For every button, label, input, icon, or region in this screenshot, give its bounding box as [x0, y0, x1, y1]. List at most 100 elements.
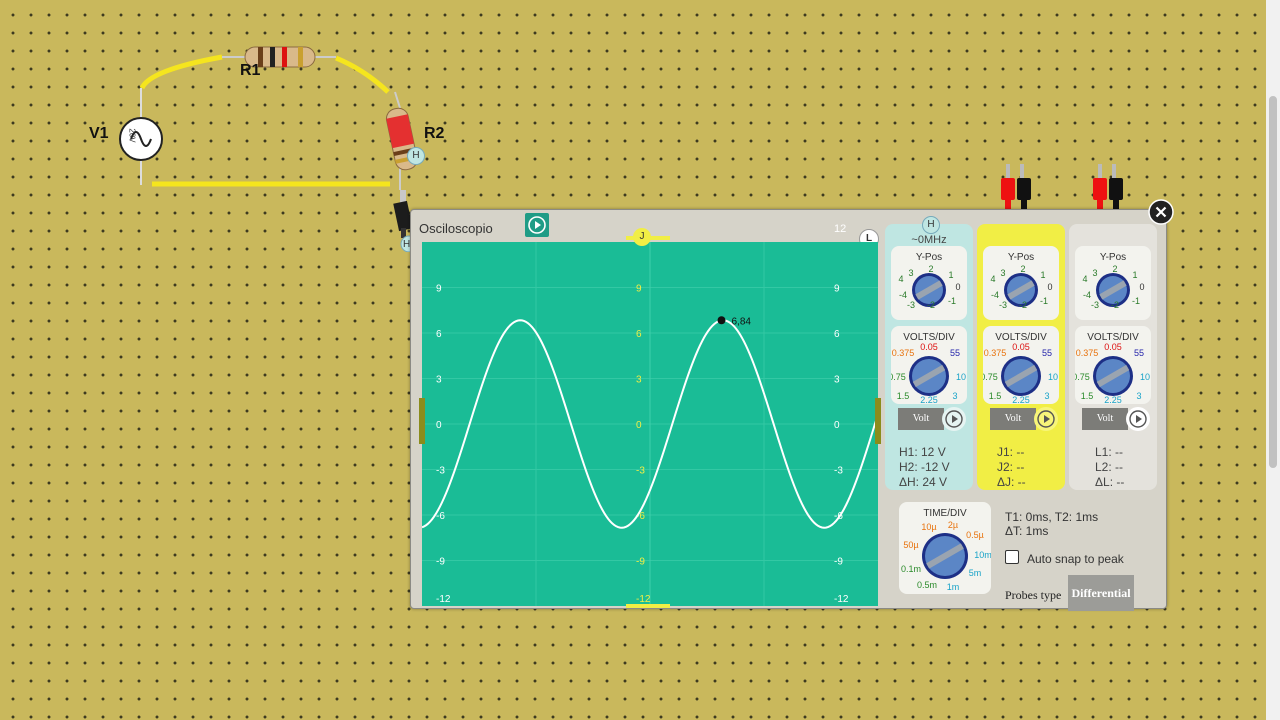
y-tick-label: -12 [636, 594, 651, 605]
knob-scale-label: -2 [927, 300, 935, 310]
knob-scale-label: 2 [928, 264, 933, 274]
ac-source-v1[interactable] [119, 117, 163, 161]
volts-card-l: VOLTS/DIV 0.375 0.05 55 0.75 10 1.5 2.25 3 [1075, 326, 1151, 404]
knob-scale-label: 10 [1048, 372, 1058, 382]
y-tick-label: 6 [834, 329, 840, 340]
resistor-r1[interactable] [244, 46, 316, 68]
channel-h-panel: H ~0MHz Y-Pos 4 3 2 1 0 -1 -2 -3 -4 VOLTS/DIV 0.… [885, 216, 973, 490]
volt-mode-button-h[interactable]: Volt [898, 408, 944, 430]
wire-lead [394, 91, 401, 109]
knob-scale-label: 0.375 [892, 348, 915, 358]
y-tick-label: -3 [436, 466, 445, 477]
screen-max-value: 12 [834, 223, 847, 235]
knob-pointer [926, 543, 964, 569]
y-tick-label: -9 [636, 557, 645, 568]
knob-scale-label: 0.05 [1012, 342, 1030, 352]
resistor-label-r1: R1 [240, 62, 261, 79]
auto-snap-checkbox[interactable] [1005, 550, 1019, 564]
y-tick-label: 9 [436, 284, 442, 295]
y-tick-label: 9 [834, 284, 840, 295]
ypos-title-l: Y-Pos [1099, 252, 1127, 263]
knob-scale-label: 1 [1132, 270, 1137, 280]
knob-scale-label: 2µ [948, 520, 958, 530]
ypos-knob-h[interactable]: 43 2 10 -1 -2 -3-4 [891, 262, 967, 318]
knob-scale-label: 1 [948, 270, 953, 280]
y-tick-label: 3 [834, 375, 840, 386]
peak-marker[interactable] [717, 316, 726, 325]
volts-div-knob-l[interactable]: 0.375 0.05 55 0.75 10 1.5 2.25 3 [1075, 342, 1151, 404]
channel-j-toggle[interactable] [1033, 406, 1059, 432]
y-tick-label: -12 [834, 594, 849, 605]
knob-scale-label: 2.25 [920, 395, 938, 404]
volts-title-j: VOLTS/DIV [995, 332, 1047, 343]
time-div-knob[interactable]: 10µ 2µ 0.5µ 50µ 10m 0.1m 5m 0.5m 1m [899, 516, 991, 594]
time-div-card: TIME/DIV 10µ 2µ 0.5µ 50µ 10m 0.1m 5m 0.5m 1m [899, 502, 991, 594]
knob-pointer [912, 364, 946, 388]
y-tick-label: 0 [436, 420, 442, 431]
readout-h1: H1: 12 V [899, 445, 946, 459]
knob-scale-label: 2.25 [1104, 395, 1122, 404]
knob-scale-label: 0.375 [1076, 348, 1099, 358]
y-tick-label: 3 [436, 375, 442, 386]
volts-card-h: VOLTS/DIV 0.375 0.05 55 0.75 10 1.5 2.25 3 [891, 326, 967, 404]
oscilloscope-window: Osciloscopio 12 L 9 9 9 6 6 6 3 3 3 0 0 0 -3 -3 -3 -6 -6… [410, 209, 1167, 611]
knob-scale-label: 10 [1140, 372, 1150, 382]
scrollbar-thumb[interactable] [1269, 96, 1277, 468]
knob-scale-label: 10 [956, 372, 966, 382]
knob-scale-label: 3 [1044, 391, 1049, 401]
knob-scale-label: -2 [1111, 300, 1119, 310]
channel-h-toggle[interactable] [941, 406, 967, 432]
page-scrollbar[interactable] [1266, 0, 1280, 720]
knob-scale-label: -3 [907, 300, 915, 310]
circuit-diagram [119, 46, 418, 190]
channel-l-toggle[interactable] [1125, 406, 1151, 432]
knob-scale-label: 10m [974, 550, 991, 560]
knob-pointer [1096, 364, 1130, 388]
knob-scale-label: 4 [990, 274, 995, 284]
left-offset-handle[interactable] [419, 398, 425, 444]
play-button[interactable] [525, 213, 549, 237]
close-icon[interactable] [1148, 199, 1174, 225]
cursor-j-bottom-bar[interactable] [626, 604, 670, 608]
knob-pointer [1099, 280, 1127, 300]
volts-title-l: VOLTS/DIV [1087, 332, 1139, 343]
knob-scale-label: 2.25 [1012, 395, 1030, 404]
knob-scale-label: 1.5 [989, 391, 1002, 401]
wire-top-left[interactable] [139, 54, 223, 90]
source-label-v1: V1 [89, 125, 109, 142]
knob-scale-label: 0.75 [891, 372, 906, 382]
volt-mode-button-j[interactable]: Volt [990, 408, 1036, 430]
readout-delta-l: ΔL: -- [1095, 475, 1125, 489]
readout-delta-j: ΔJ: -- [997, 475, 1026, 489]
probes-type-button[interactable]: Differential [1068, 575, 1134, 611]
ypos-knob-j[interactable]: 43 2 10 -1 -2 -3-4 [983, 262, 1059, 318]
wire-top-right[interactable] [335, 55, 390, 94]
knob-scale-label: 5m [969, 568, 982, 578]
knob-scale-label: 1 [1040, 270, 1045, 280]
knob-scale-label: -4 [991, 290, 999, 300]
y-tick-label: -9 [436, 557, 445, 568]
probe-connector-black[interactable] [388, 190, 422, 252]
volts-div-knob-j[interactable]: 0.375 0.05 55 0.75 10 1.5 2.25 3 [983, 342, 1059, 404]
knob-scale-label: 4 [1082, 274, 1087, 284]
knob-scale-label: 50µ [903, 540, 918, 550]
knob-scale-label: 55 [1042, 348, 1052, 358]
channel-l-panel: Y-Pos 4 3 2 1 0 -1 -2 -3 -4 VOLTS/DIV 0.375 0.05 5… [1069, 224, 1157, 490]
volt-mode-button-l[interactable]: Volt [1082, 408, 1128, 430]
cursor-j-handle[interactable]: J [633, 228, 651, 246]
probes-type-label: Probes type [1005, 588, 1062, 602]
readout-j2: J2: -- [997, 460, 1025, 474]
ypos-knob-l[interactable]: 43 2 10 -1 -2 -3-4 [1075, 262, 1151, 318]
channel-j-readouts: J1: -- J2: -- ΔJ: -- [997, 445, 1026, 490]
y-tick-label: -3 [834, 466, 843, 477]
knob-scale-label: -1 [948, 296, 956, 306]
right-offset-handle[interactable] [875, 398, 881, 444]
y-tick-label: 6 [436, 329, 442, 340]
knob-scale-label: -4 [1083, 290, 1091, 300]
knob-scale-label: 3 [1136, 391, 1141, 401]
probe-h-marker[interactable]: H [407, 147, 425, 165]
volts-div-knob-h[interactable]: 0.375 0.05 55 0.75 10 1.5 2.25 3 [891, 342, 967, 404]
knob-scale-label: 2 [1020, 264, 1025, 274]
play-icon [528, 216, 546, 234]
knob-scale-label: 55 [950, 348, 960, 358]
